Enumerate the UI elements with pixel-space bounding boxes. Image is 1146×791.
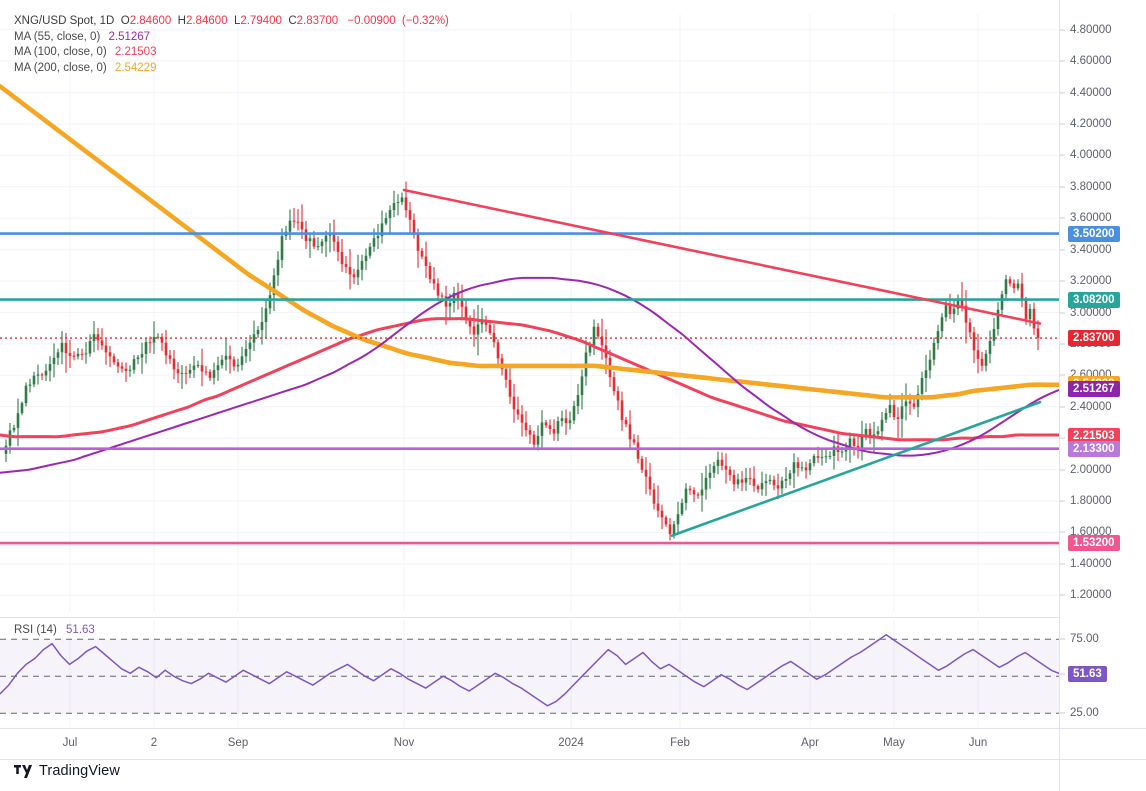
price-badge-ma100[interactable]: 2.21503 [1068,427,1120,444]
axis-separator [1059,0,1060,791]
price-tick-label: 2.40000 [1070,400,1112,413]
time-tick-label: 2 [150,737,158,749]
price-tick-label: 1.20000 [1070,589,1112,602]
price-tick-label: 1.40000 [1070,557,1112,570]
price-badge-ma55[interactable]: 2.51267 [1068,381,1120,398]
price-plot [0,14,1060,611]
time-tick-label: Apr [801,737,819,749]
time-axis[interactable]: Jul 2 Sep Nov 2024 Feb Apr May Jun [0,728,1060,760]
price-tick-label: 4.60000 [1070,55,1112,68]
price-tick-mark [1060,280,1065,282]
price-badge-resistance-3082[interactable]: 3.08200 [1068,291,1120,308]
tradingview-logo-text: TradingView [39,763,120,779]
time-tick-label: Jul [62,737,78,749]
price-tick-mark [1060,249,1065,251]
time-tick-label: Jun [968,737,988,749]
price-tick-mark [1060,500,1065,502]
time-tick-label: May [883,737,905,749]
pane-divider [0,617,1060,618]
price-tick-label: 4.80000 [1070,23,1112,36]
price-tick-mark [1060,343,1065,345]
price-tick-label: 4.00000 [1070,149,1112,162]
price-tick-label: 3.20000 [1070,275,1112,288]
price-tick-mark [1060,29,1065,31]
price-tick-label: 2.00000 [1070,463,1112,476]
time-tick-label: Nov [393,737,415,749]
rsi-tick-mark [1060,712,1065,714]
rsi-pane[interactable] [0,620,1060,728]
price-tick-mark [1060,594,1065,596]
time-tick-label: Feb [670,737,690,749]
price-pane[interactable] [0,14,1060,611]
time-tick-label: Sep [227,737,249,749]
rsi-tick-label: 25.00 [1070,707,1099,720]
price-tick-label: 3.00000 [1070,306,1112,319]
price-tick-label: 1.80000 [1070,495,1112,508]
price-tick-mark [1060,531,1065,533]
rsi-tick-label: 75.00 [1070,633,1099,646]
price-badge-support-1532[interactable]: 1.53200 [1068,535,1120,552]
time-tick-label: 2024 [558,737,584,749]
rsi-badge[interactable]: 51.63 [1068,665,1107,682]
price-tick-label: 3.40000 [1070,243,1112,256]
price-badge-last-price[interactable]: 2.83700 [1068,330,1120,347]
price-tick-mark [1060,469,1065,471]
price-tick-mark [1060,312,1065,313]
price-tick-mark [1060,186,1065,188]
price-badge-resistance-3502[interactable]: 3.50200 [1068,225,1120,242]
price-tick-mark [1060,123,1065,125]
price-tick-label: 4.40000 [1070,86,1112,99]
price-tick-label: 3.80000 [1070,180,1112,193]
price-badge-support-2133[interactable]: 2.13300 [1068,440,1120,457]
tradingview-logo: TradingView [14,763,120,779]
rsi-tick-mark [1060,638,1065,640]
axis-corner [1060,728,1146,760]
price-axis[interactable]: 4.80000 4.60000 4.40000 4.20000 4.00000 3.800… [1060,14,1146,611]
price-tick-mark [1060,154,1065,156]
price-tick-mark [1060,92,1065,94]
price-tick-label: 4.20000 [1070,117,1112,130]
price-tick-mark [1060,217,1065,219]
rsi-plot [0,620,1060,728]
rsi-axis[interactable]: 75.00 25.00 51.63 [1060,620,1146,728]
tradingview-logo-icon [14,764,32,778]
rsi-tick-mark [1060,673,1065,675]
price-tick-mark [1060,374,1065,376]
price-tick-mark [1060,60,1065,62]
price-tick-mark [1060,437,1065,439]
price-tick-mark [1060,406,1065,408]
price-tick-label: 3.60000 [1070,212,1112,225]
price-tick-mark [1060,563,1065,565]
